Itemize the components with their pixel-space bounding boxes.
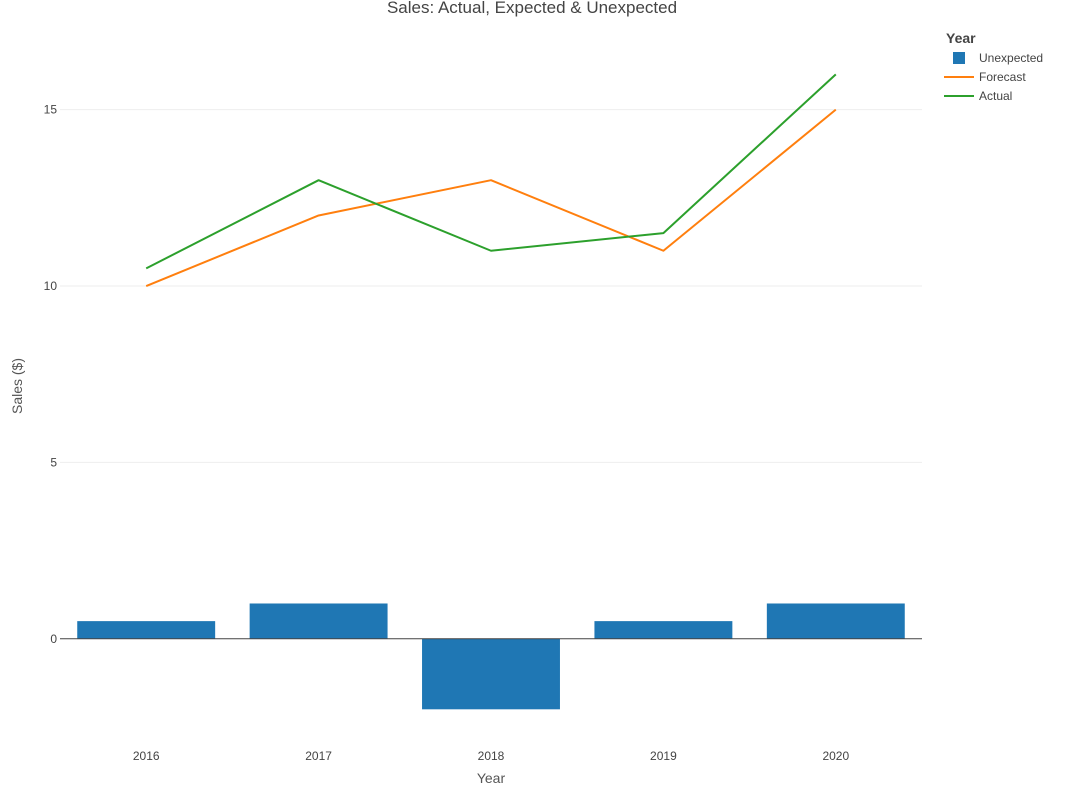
bar-unexpected-2017 <box>249 603 388 639</box>
bar-unexpected-2020 <box>766 603 905 639</box>
x-tick-labels: 2016 2017 2018 2019 2020 <box>133 749 850 763</box>
legend: Year Unexpected Forecast Actual <box>944 30 1043 103</box>
grid-lines <box>60 109 922 463</box>
line-forecast <box>145 108 837 287</box>
x-tick-label-2019: 2019 <box>650 749 677 763</box>
y-axis-title: Sales ($) <box>9 358 25 414</box>
y-tick-labels: 0 5 10 15 <box>44 103 58 646</box>
line-actual <box>145 73 837 270</box>
x-tick-label-2017: 2017 <box>305 749 332 763</box>
legend-label-actual: Actual <box>979 89 1012 103</box>
bar-series <box>77 603 905 710</box>
x-tick-label-2018: 2018 <box>478 749 505 763</box>
legend-label-unexpected: Unexpected <box>979 51 1043 65</box>
bar-unexpected-2018 <box>422 638 560 710</box>
y-tick-label-0: 0 <box>50 632 57 646</box>
legend-swatch-unexpected <box>953 52 965 64</box>
x-axis-title: Year <box>477 770 506 786</box>
y-tick-label-10: 10 <box>44 279 58 293</box>
legend-title: Year <box>946 30 976 46</box>
x-tick-label-2016: 2016 <box>133 749 160 763</box>
line-series <box>145 73 837 287</box>
y-tick-label-15: 15 <box>44 103 58 117</box>
bar-unexpected-2019 <box>594 621 733 639</box>
legend-label-forecast: Forecast <box>979 70 1026 84</box>
chart-title: Sales: Actual, Expected & Unexpected <box>387 0 677 17</box>
x-tick-label-2020: 2020 <box>822 749 849 763</box>
y-tick-label-5: 5 <box>50 455 57 469</box>
bar-unexpected-2016 <box>77 621 216 639</box>
